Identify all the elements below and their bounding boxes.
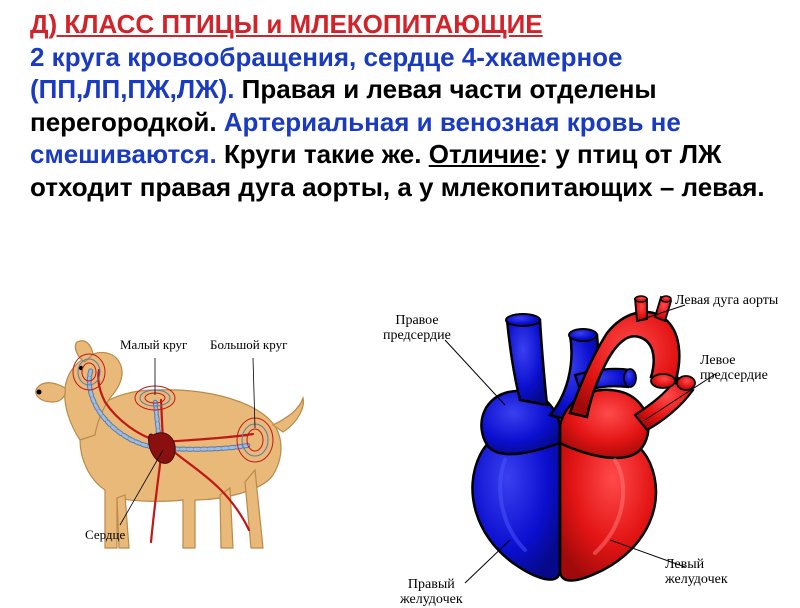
label-right-atrium-multiline: Правоепредсердие [383,313,451,343]
label-left-arch: Левая дуга аорты [675,293,778,308]
text-block: Д) КЛАСС ПТИЦЫ и МЛЕКОПИТАЮЩИЕ 2 круга к… [0,0,800,203]
label-left-vent: Левыйжелудочек [665,557,728,588]
label-right-vent: Правыйжелудочек [400,577,463,608]
label-right-atrium: Правоепредсердие [383,313,451,344]
para-1d: Круги такие же. [217,139,429,169]
dog-label-heart: Сердце [85,528,125,542]
para-1e: Отличие [429,139,540,169]
diagram-area: Малый круг Большой круг Сердце [0,280,800,600]
dog-label-big-circle: Большой круг [210,338,287,352]
dog-label-small-circle: Малый круг [120,338,187,352]
heart-diagram: Правоепредсердие Левая дуга аорты Левоеп… [345,285,775,595]
label-left-atrium-multiline: Левоепредсердие [700,353,768,383]
label-left-atrium: Левоепредсердие [700,353,768,384]
label-right-vent-multiline: Правыйжелудочек [400,577,463,607]
title-prefix: Д) [30,9,64,39]
dog-diagram: Малый круг Большой круг Сердце [25,310,325,570]
label-left-vent-multiline: Левыйжелудочек [665,557,728,587]
title-main: КЛАСС ПТИЦЫ и МЛЕКОПИТАЮЩИЕ [64,9,542,39]
